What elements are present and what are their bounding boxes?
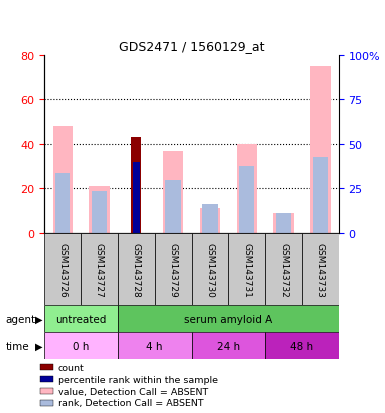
Text: GSM143729: GSM143729 [169, 242, 177, 297]
Text: GSM143727: GSM143727 [95, 242, 104, 297]
Bar [200, 209, 220, 233]
Text: percentile rank within the sample: percentile rank within the sample [58, 375, 218, 384]
Bar [192, 233, 228, 306]
Bar [81, 233, 118, 306]
Text: rank, Detection Call = ABSENT: rank, Detection Call = ABSENT [58, 399, 203, 407]
Bar [273, 214, 294, 233]
Bar [118, 332, 192, 359]
Bar [118, 233, 155, 306]
Bar [44, 233, 81, 306]
Bar [53, 127, 73, 233]
Text: GSM143726: GSM143726 [58, 242, 67, 297]
Bar [40, 388, 53, 394]
Text: ▶: ▶ [35, 341, 42, 351]
Bar [313, 158, 328, 233]
Bar [55, 173, 70, 233]
Bar [265, 233, 302, 306]
Bar [310, 67, 330, 233]
Text: untreated: untreated [55, 314, 107, 324]
Text: value, Detection Call = ABSENT: value, Detection Call = ABSENT [58, 387, 208, 396]
Text: 0 h: 0 h [73, 341, 89, 351]
Text: 48 h: 48 h [290, 341, 313, 351]
Bar [202, 204, 218, 233]
Text: GSM143733: GSM143733 [316, 242, 325, 297]
Text: 4 h: 4 h [146, 341, 163, 351]
Text: serum amyloid A: serum amyloid A [184, 314, 273, 324]
Bar [40, 400, 53, 406]
Bar [228, 233, 265, 306]
Text: time: time [6, 341, 29, 351]
Bar [40, 376, 53, 382]
Bar [89, 187, 110, 233]
Bar [44, 332, 118, 359]
Text: agent: agent [6, 314, 36, 324]
Bar [302, 233, 339, 306]
Bar [163, 151, 183, 233]
Text: GSM143732: GSM143732 [279, 242, 288, 297]
Bar [237, 145, 257, 233]
Bar [118, 306, 339, 332]
Text: GSM143728: GSM143728 [132, 242, 141, 297]
Bar [166, 180, 181, 233]
Text: ▶: ▶ [35, 314, 42, 324]
Title: GDS2471 / 1560129_at: GDS2471 / 1560129_at [119, 40, 264, 53]
Bar [92, 191, 107, 233]
Text: GSM143730: GSM143730 [206, 242, 214, 297]
Bar [131, 138, 141, 233]
Text: 24 h: 24 h [217, 341, 240, 351]
Bar [155, 233, 192, 306]
Bar [276, 214, 291, 233]
Bar [40, 364, 53, 370]
Bar [192, 332, 265, 359]
Bar [265, 332, 339, 359]
Bar [132, 162, 140, 233]
Bar [44, 306, 118, 332]
Bar [239, 167, 254, 233]
Text: GSM143731: GSM143731 [242, 242, 251, 297]
Text: count: count [58, 363, 84, 372]
